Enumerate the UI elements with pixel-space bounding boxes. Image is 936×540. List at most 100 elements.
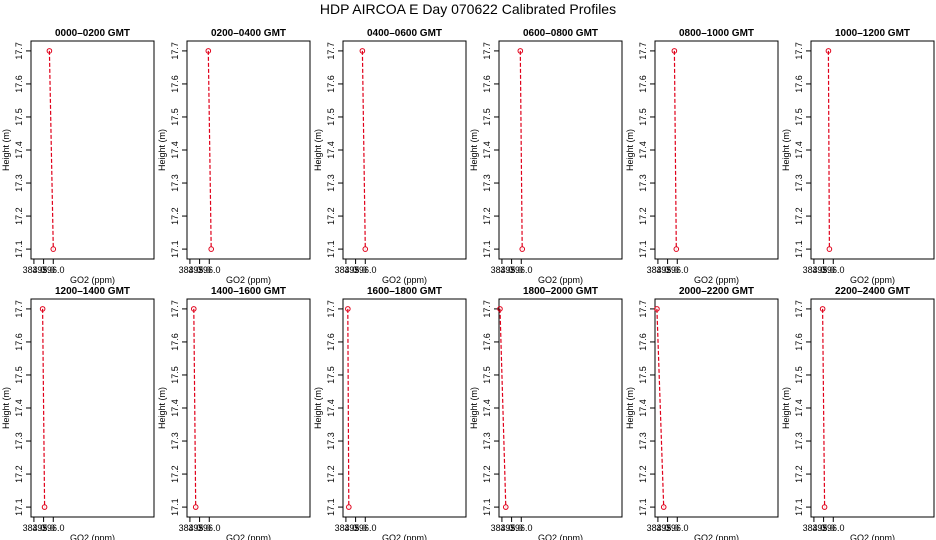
data-point [671,48,678,54]
y-tick-label: 17.4 [14,399,24,417]
x-tick-label: 395.0 [188,265,211,275]
panel-title: 1600–1800 GMT [367,286,442,297]
profile-line [827,50,831,250]
y-tick-label: 17.2 [638,465,648,483]
x-tick-label: 396.0 [198,265,221,275]
plot-frame [498,40,623,260]
y-tick-label: 17.3 [326,174,336,192]
panel-title: 2000–2200 GMT [679,286,754,297]
plot-frame [654,298,779,518]
x-tick-label: 384.0 [803,523,826,533]
data-point [205,48,212,54]
data-point [673,246,680,252]
y-tick-label: 17.4 [170,141,180,159]
plot-frame [30,298,155,518]
y-tick-label: 17.6 [482,75,492,93]
data-point [517,48,524,54]
x-axis-label: GO2 (ppm) [694,275,739,285]
data-point [46,48,53,54]
y-axis-label: Height (m) [157,387,167,429]
y-tick-label: 17.2 [326,465,336,483]
y-axis-label: Height (m) [469,129,479,171]
profile-line [42,308,46,508]
y-tick-label: 17.2 [326,207,336,225]
profile-line [673,50,677,250]
y-tick-label: 17.2 [794,207,804,225]
panel-title: 0400–0600 GMT [367,28,442,39]
y-tick-label: 17.6 [326,75,336,93]
data-point [826,246,833,252]
panel-title: 0000–0200 GMT [55,28,130,39]
data-point [50,246,57,252]
y-tick-label: 17.6 [638,75,648,93]
profile-line [48,50,54,250]
data-point [660,504,667,510]
panel-title: 1800–2000 GMT [523,286,598,297]
x-tick-label: 396.0 [666,265,689,275]
data-point [519,246,526,252]
y-tick-label: 17.7 [482,300,492,318]
y-tick-label: 17.4 [794,141,804,159]
x-tick-label: 384.0 [803,265,826,275]
y-tick-label: 17.1 [794,240,804,258]
x-tick-label: 395.0 [188,523,211,533]
y-tick-label: 17.6 [14,333,24,351]
y-axis-label: Height (m) [781,387,791,429]
panel-title: 1200–1400 GMT [55,286,130,297]
x-tick-label: 396.0 [354,523,377,533]
y-axis-label: Height (m) [781,129,791,171]
x-tick-label: 395.0 [344,265,367,275]
panel-title: 1000–1200 GMT [835,28,910,39]
y-axis-label: Height (m) [625,129,635,171]
y-tick-label: 17.6 [170,75,180,93]
figure-title: HDP AIRCOA E Day 070622 Calibrated Profi… [319,1,617,17]
x-tick-label: 384.0 [179,265,202,275]
profile-line [361,50,366,250]
profile-line [193,308,197,508]
plot-frame [342,298,467,518]
y-tick-label: 17.2 [14,207,24,225]
y-tick-label: 17.3 [170,432,180,450]
x-axis-label: GO2 (ppm) [226,275,271,285]
x-tick-label: 384.0 [491,265,514,275]
panel-title: 0800–1000 GMT [679,28,754,39]
y-tick-label: 17.7 [170,42,180,60]
data-point [39,306,46,312]
x-tick-label: 384.0 [491,523,514,533]
x-tick-label: 384.0 [335,265,358,275]
y-tick-label: 17.1 [170,240,180,258]
y-axis-label: Height (m) [313,387,323,429]
data-point [497,306,503,312]
plot-frame [654,40,779,260]
plot-frame [186,298,311,518]
y-tick-label: 17.1 [482,240,492,258]
data-point [502,504,509,510]
y-tick-label: 17.3 [794,174,804,192]
y-tick-label: 17.3 [14,432,24,450]
y-tick-label: 17.4 [794,399,804,417]
y-tick-label: 17.4 [170,399,180,417]
y-tick-label: 17.5 [170,108,180,126]
profile-line [519,50,523,250]
y-tick-label: 17.2 [482,465,492,483]
y-tick-label: 17.7 [638,300,648,318]
y-tick-label: 17.1 [482,498,492,516]
data-point [346,504,352,510]
x-axis-label: GO2 (ppm) [226,533,271,540]
y-tick-label: 17.4 [482,141,492,159]
y-tick-label: 17.4 [638,141,648,159]
y-tick-label: 17.1 [638,240,648,258]
data-point [819,306,826,312]
profile-line [499,308,507,508]
y-tick-label: 17.6 [794,333,804,351]
y-tick-label: 17.4 [326,141,336,159]
y-axis-label: Height (m) [313,129,323,171]
x-tick-label: 384.0 [23,523,46,533]
y-tick-label: 17.5 [326,366,336,384]
x-tick-label: 384.0 [23,265,46,275]
